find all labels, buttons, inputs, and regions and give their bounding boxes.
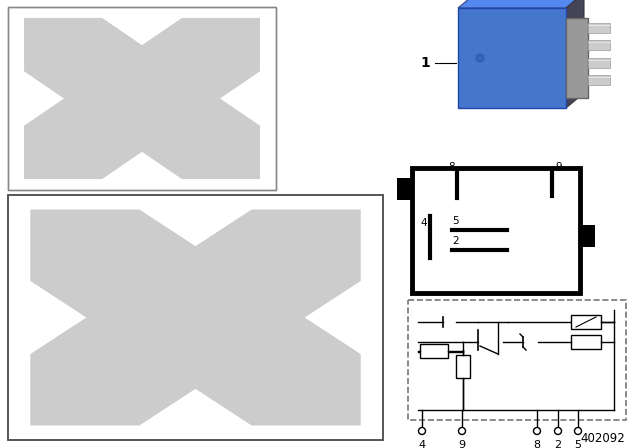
Text: 2: 2	[452, 236, 459, 246]
Bar	[588, 40, 610, 50]
Polygon shape	[24, 18, 260, 179]
Polygon shape	[24, 18, 260, 179]
Polygon shape	[31, 210, 360, 425]
Polygon shape	[31, 210, 360, 425]
Bar	[458, 8, 566, 108]
Circle shape	[476, 54, 484, 62]
Circle shape	[575, 427, 582, 435]
Text: 9: 9	[555, 162, 562, 172]
Polygon shape	[24, 18, 260, 179]
Polygon shape	[31, 210, 360, 425]
Text: 4: 4	[420, 218, 427, 228]
Polygon shape	[24, 18, 260, 179]
Circle shape	[534, 427, 541, 435]
Polygon shape	[458, 0, 584, 8]
Polygon shape	[24, 18, 260, 179]
Text: BMW: BMW	[510, 0, 524, 1]
Bar	[8, 195, 383, 440]
Text: 8: 8	[449, 162, 455, 172]
Text: 402092: 402092	[580, 432, 625, 445]
Bar	[456, 355, 470, 378]
Bar	[420, 344, 448, 358]
Bar	[566, 18, 588, 98]
Bar	[8, 7, 276, 190]
Circle shape	[554, 427, 561, 435]
Bar	[571, 335, 601, 349]
Circle shape	[419, 427, 426, 435]
Polygon shape	[566, 0, 584, 108]
Polygon shape	[31, 210, 360, 425]
Polygon shape	[31, 210, 360, 425]
Bar	[588, 23, 610, 33]
Bar	[580, 225, 595, 247]
Circle shape	[458, 427, 465, 435]
Polygon shape	[24, 18, 260, 179]
Text: 4: 4	[419, 440, 426, 448]
Bar	[412, 168, 580, 293]
Bar	[571, 315, 601, 329]
Bar	[588, 58, 610, 68]
Bar	[408, 300, 626, 420]
Text: 5: 5	[452, 216, 459, 226]
Text: 2: 2	[554, 440, 561, 448]
Text: 1: 1	[420, 56, 430, 70]
Text: 5: 5	[575, 440, 582, 448]
Polygon shape	[31, 210, 360, 425]
Bar	[397, 178, 412, 200]
Bar	[588, 75, 610, 85]
Bar	[8, 7, 276, 190]
Text: 9: 9	[458, 440, 465, 448]
Bar	[8, 195, 383, 440]
Text: 8: 8	[533, 440, 541, 448]
